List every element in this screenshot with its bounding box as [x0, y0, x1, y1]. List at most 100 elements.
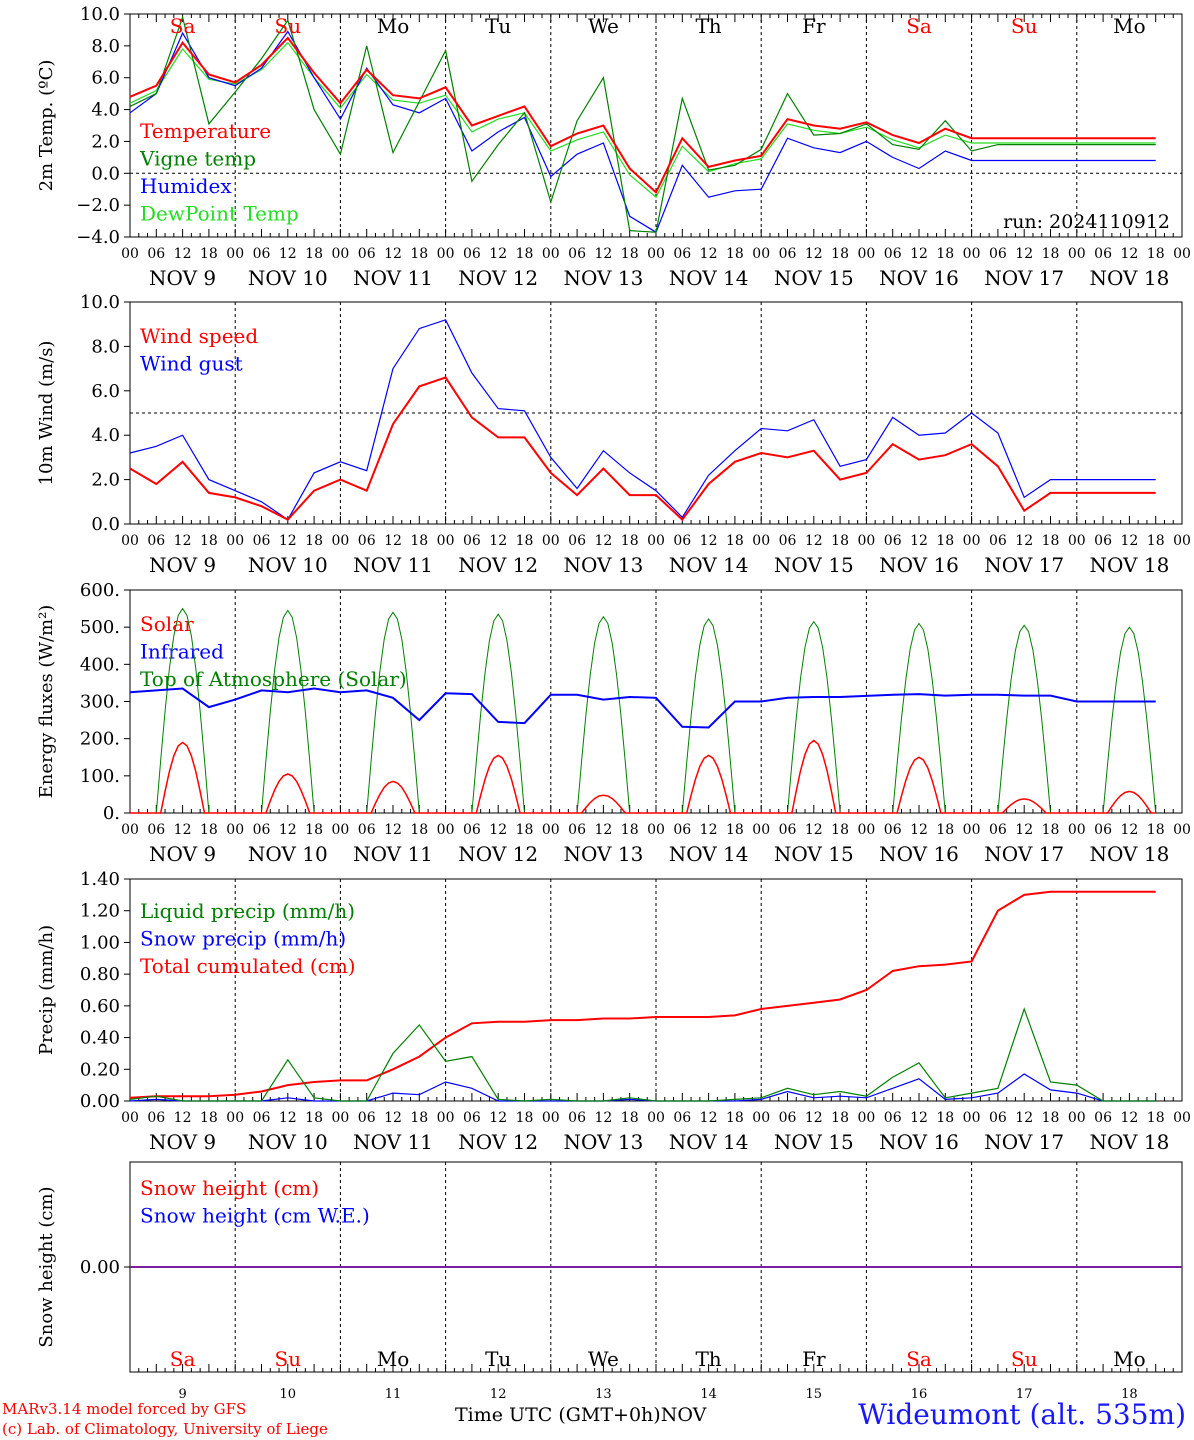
weekday-label-top: Tu — [485, 14, 511, 38]
x-hour-label: 00 — [857, 1110, 875, 1126]
x-date-label: NOV 15 — [774, 842, 854, 866]
x-hour-label: 18 — [1042, 533, 1060, 549]
legend-entry: Total cumulated (cm) — [140, 954, 356, 978]
x-date-label: NOV 17 — [984, 1130, 1064, 1154]
x-date-label: NOV 14 — [669, 266, 749, 290]
x-hour-label: 18 — [621, 822, 639, 838]
x-hour-label: 06 — [147, 533, 165, 549]
x-hour-label: 06 — [989, 246, 1007, 262]
x-hour-label: 18 — [1147, 1110, 1165, 1126]
y-tick-label: −4.0 — [76, 227, 120, 248]
y-axis-label: 2m Temp. (ºC) — [36, 60, 57, 192]
x-hour-label: 00 — [963, 1110, 981, 1126]
x-hour-label: 12 — [384, 533, 402, 549]
x-hour-label: 00 — [542, 822, 560, 838]
x-hour-label: 18 — [1042, 246, 1060, 262]
x-date-label: NOV 12 — [458, 842, 538, 866]
x-hour-label: 18 — [410, 1110, 428, 1126]
x-hour-label: 00 — [542, 246, 560, 262]
day-number-label: 15 — [806, 1387, 823, 1400]
x-hour-label: 00 — [1173, 822, 1191, 838]
y-tick-label: 8.0 — [91, 36, 120, 57]
x-hour-label: 12 — [910, 822, 928, 838]
x-hour-label: 00 — [331, 246, 349, 262]
x-hour-label: 18 — [936, 533, 954, 549]
y-tick-label: 200. — [80, 729, 120, 750]
x-hour-label: 00 — [752, 246, 770, 262]
x-hour-label: 18 — [305, 822, 323, 838]
x-hour-label: 00 — [752, 822, 770, 838]
weekday-label-bottom: Sa — [170, 1347, 196, 1371]
x-date-label: NOV 15 — [774, 1130, 854, 1154]
x-hour-label: 18 — [200, 533, 218, 549]
x-hour-label: 06 — [358, 533, 376, 549]
y-tick-label: 400. — [80, 654, 120, 675]
weekday-label-bottom: Th — [695, 1347, 721, 1371]
x-hour-label: 12 — [384, 1110, 402, 1126]
x-hour-label: 18 — [831, 1110, 849, 1126]
x-hour-label: 12 — [1015, 533, 1033, 549]
x-hour-label: 12 — [805, 1110, 823, 1126]
weekday-label-top: Sa — [170, 14, 196, 38]
x-hour-label: 18 — [936, 1110, 954, 1126]
x-hour-label: 06 — [673, 822, 691, 838]
y-tick-label: 1.40 — [80, 869, 120, 890]
y-tick-label: 0.0 — [91, 514, 120, 535]
x-date-label: NOV 11 — [353, 842, 433, 866]
legend-entry: Wind speed — [140, 324, 258, 348]
x-hour-label: 18 — [1147, 822, 1165, 838]
legend-entry: Humidex — [140, 174, 232, 198]
x-hour-label: 12 — [910, 533, 928, 549]
legend-entry: Snow height (cm W.E.) — [140, 1204, 370, 1228]
x-date-label: NOV 16 — [879, 553, 959, 577]
day-number-label: 11 — [385, 1387, 402, 1400]
x-hour-label: 00 — [331, 822, 349, 838]
x-hour-label: 12 — [384, 246, 402, 262]
x-date-label: NOV 12 — [458, 266, 538, 290]
x-hour-label: 12 — [700, 1110, 718, 1126]
x-date-label: NOV 15 — [774, 266, 854, 290]
legend-entry: Infrared — [140, 640, 224, 664]
y-tick-label: 2.0 — [91, 470, 120, 491]
x-hour-label: 12 — [700, 246, 718, 262]
y-tick-label: 6.0 — [91, 68, 120, 89]
series-line — [129, 376, 1156, 522]
weekday-label-bottom: Tu — [485, 1347, 511, 1371]
weekday-label-top: Sa — [906, 14, 932, 38]
legend-entry: Vigne temp — [139, 147, 256, 171]
x-hour-label: 06 — [253, 533, 271, 549]
x-hour-label: 06 — [779, 822, 797, 838]
x-hour-label: 18 — [1147, 246, 1165, 262]
x-hour-label: 00 — [121, 246, 139, 262]
x-hour-label: 06 — [673, 533, 691, 549]
weekday-label-top: Fr — [802, 14, 826, 38]
x-date-label: NOV 12 — [458, 1130, 538, 1154]
x-hour-label: 06 — [463, 1110, 481, 1126]
x-hour-label: 12 — [910, 1110, 928, 1126]
x-hour-label: 12 — [594, 1110, 612, 1126]
x-hour-label: 06 — [463, 246, 481, 262]
x-hour-label: 12 — [279, 1110, 297, 1126]
x-hour-label: 12 — [489, 533, 507, 549]
x-hour-label: 18 — [1042, 1110, 1060, 1126]
weekday-label-bottom: We — [588, 1347, 619, 1371]
x-hour-label: 00 — [437, 1110, 455, 1126]
x-hour-label: 00 — [1068, 1110, 1086, 1126]
x-hour-label: 18 — [410, 533, 428, 549]
x-date-label: NOV 18 — [1090, 553, 1170, 577]
x-hour-label: 06 — [779, 1110, 797, 1126]
x-hour-label: 06 — [989, 533, 1007, 549]
x-hour-label: 18 — [200, 822, 218, 838]
x-date-label: NOV 9 — [149, 842, 216, 866]
x-date-label: NOV 13 — [564, 266, 644, 290]
x-date-label: NOV 10 — [248, 1130, 328, 1154]
legend-entry: Snow precip (mm/h) — [140, 927, 346, 951]
x-hour-label: 00 — [963, 533, 981, 549]
x-date-label: NOV 15 — [774, 553, 854, 577]
x-hour-label: 06 — [1094, 822, 1112, 838]
x-hour-label: 12 — [489, 1110, 507, 1126]
y-tick-label: 500. — [80, 617, 120, 638]
legend-entry: Wind gust — [140, 352, 243, 376]
x-hour-label: 06 — [779, 533, 797, 549]
x-date-label: NOV 10 — [248, 266, 328, 290]
